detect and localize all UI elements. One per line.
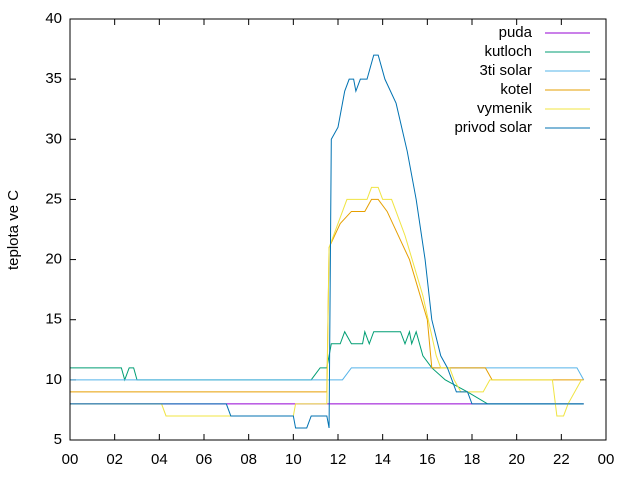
x-tick-label: 22 xyxy=(553,451,570,468)
x-tick-label: 14 xyxy=(374,451,391,468)
legend-label: puda xyxy=(499,24,533,41)
series-line xyxy=(70,186,582,417)
series-line xyxy=(70,54,584,429)
y-tick-label: 10 xyxy=(45,371,62,388)
series-line xyxy=(70,329,584,405)
y-tick-label: 40 xyxy=(45,10,62,27)
y-axis-label: teplota ve C xyxy=(5,190,22,270)
x-tick-label: 00 xyxy=(598,451,615,468)
y-tick-label: 25 xyxy=(45,190,62,207)
y-tick-label: 20 xyxy=(45,251,62,268)
legend-label: 3ti solar xyxy=(479,62,532,79)
x-tick-label: 20 xyxy=(508,451,525,468)
y-tick-label: 15 xyxy=(45,311,62,328)
legend-label: kutloch xyxy=(484,43,532,60)
x-tick-label: 16 xyxy=(419,451,436,468)
x-tick-label: 12 xyxy=(330,451,347,468)
x-tick-label: 02 xyxy=(106,451,123,468)
x-tick-label: 10 xyxy=(285,451,302,468)
legend-label: privod solar xyxy=(454,119,532,136)
y-tick-label: 35 xyxy=(45,70,62,87)
series-line xyxy=(70,367,585,381)
x-tick-label: 00 xyxy=(62,451,79,468)
legend-label: kotel xyxy=(500,81,532,98)
x-tick-label: 08 xyxy=(240,451,257,468)
x-tick-label: 06 xyxy=(196,451,213,468)
x-tick-label: 18 xyxy=(464,451,481,468)
series-line xyxy=(70,198,584,393)
legend-label: vymenik xyxy=(477,100,533,117)
y-tick-label: 30 xyxy=(45,130,62,147)
x-tick-label: 04 xyxy=(151,451,168,468)
y-tick-label: 5 xyxy=(54,431,62,448)
plot-border xyxy=(69,18,607,441)
